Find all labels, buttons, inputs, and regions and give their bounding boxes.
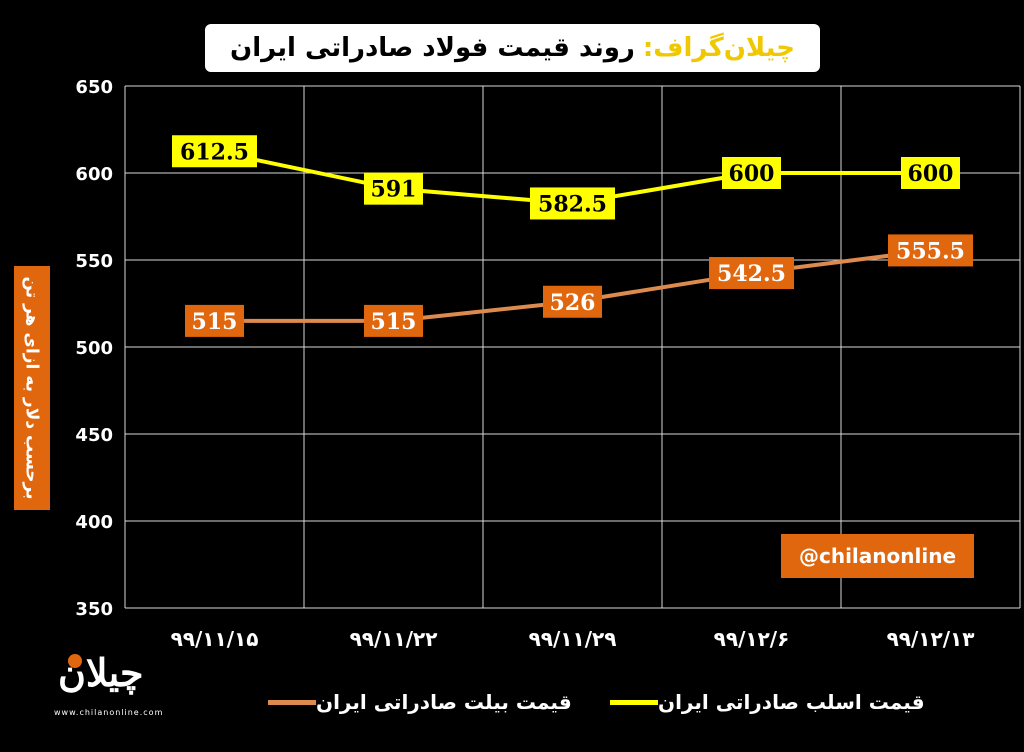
y-axis-label: برحسب دلار به ازای هر تن bbox=[22, 276, 42, 500]
legend-swatch-slab bbox=[610, 699, 658, 705]
y-tick-label: 650 bbox=[75, 77, 113, 98]
y-tick-label: 600 bbox=[75, 164, 113, 185]
x-tick-label: ۹۹/۱۲/۱۳ bbox=[887, 627, 975, 651]
data-label-billet: 515 bbox=[371, 309, 417, 335]
data-label-slab: 612.5 bbox=[180, 139, 249, 165]
legend-swatch-billet bbox=[268, 699, 316, 705]
x-tick-label: ۹۹/۱۲/۶ bbox=[714, 627, 790, 651]
y-axis-label-box: برحسب دلار به ازای هر تن bbox=[14, 266, 50, 510]
data-label-billet: 555.5 bbox=[896, 238, 965, 264]
brand-label: چیلان‌گراف: bbox=[642, 33, 795, 63]
chart-title: روند قیمت فولاد صادراتی ایران bbox=[230, 33, 635, 63]
data-label-billet: 542.5 bbox=[717, 261, 786, 287]
x-tick-label: ۹۹/۱۱/۲۲ bbox=[350, 627, 438, 651]
data-label-box-slab bbox=[722, 157, 781, 189]
x-tick-label: ۹۹/۱۱/۲۹ bbox=[529, 627, 617, 651]
data-label-box-billet bbox=[888, 234, 973, 267]
data-label-box-billet bbox=[185, 304, 244, 337]
logo-wordmark: چیلان bbox=[58, 650, 144, 695]
y-tick-label: 450 bbox=[75, 425, 113, 446]
logo-dot bbox=[68, 654, 82, 668]
legend-label-billet: قیمت بیلت صادراتی ایران bbox=[316, 690, 572, 714]
y-tick-label: 500 bbox=[75, 338, 113, 359]
y-tick-label: 350 bbox=[75, 599, 113, 620]
logo-url: www.chilanonline.com bbox=[54, 708, 164, 717]
y-tick-label: 550 bbox=[75, 251, 113, 272]
data-label-box-slab bbox=[364, 172, 423, 205]
chilan-logo: چیلان www.chilanonline.com bbox=[28, 650, 188, 720]
data-label-box-billet bbox=[709, 257, 794, 290]
data-label-slab: 582.5 bbox=[538, 191, 607, 217]
data-label-box-slab bbox=[172, 135, 257, 168]
data-label-box-slab bbox=[901, 157, 960, 189]
data-label-box-billet bbox=[364, 304, 423, 337]
data-label-billet: 526 bbox=[550, 290, 596, 316]
data-label-slab: 600 bbox=[729, 161, 775, 187]
data-label-box-slab bbox=[530, 187, 615, 220]
y-tick-label: 400 bbox=[75, 512, 113, 533]
data-label-slab: 591 bbox=[371, 177, 417, 203]
legend-label-slab: قیمت اسلب صادراتی ایران bbox=[658, 690, 925, 714]
data-label-slab: 600 bbox=[908, 161, 954, 187]
watermark-badge: @chilanonline bbox=[781, 534, 974, 578]
legend-item-billet: قیمت بیلت صادراتی ایران bbox=[258, 690, 572, 714]
legend-item-slab: قیمت اسلب صادراتی ایران bbox=[600, 690, 925, 714]
x-tick-label: ۹۹/۱۱/۱۵ bbox=[171, 627, 259, 651]
data-label-box-billet bbox=[543, 285, 602, 318]
data-label-billet: 515 bbox=[192, 309, 238, 335]
chart-title-banner: چیلان‌گراف: روند قیمت فولاد صادراتی ایرا… bbox=[205, 24, 820, 72]
